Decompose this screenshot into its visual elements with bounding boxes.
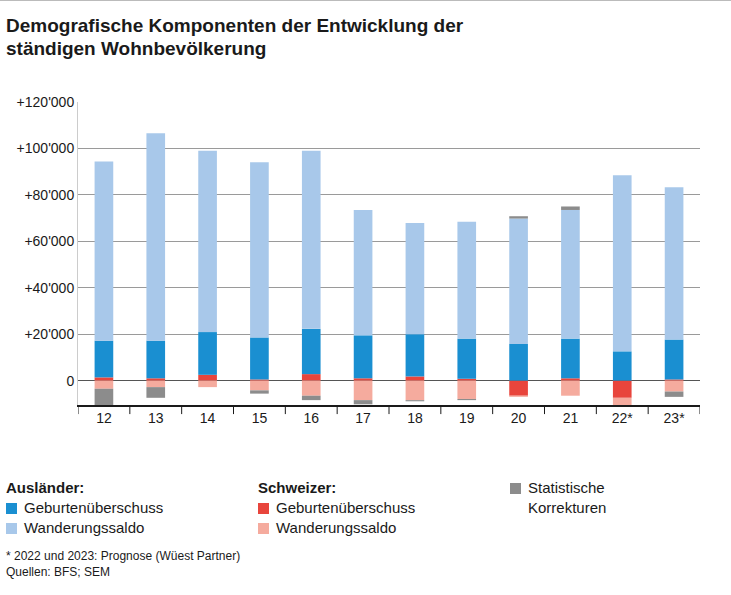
html-text:Statistische Korrekturen: Statistische Korrekturen (528, 479, 607, 516)
svg-text:+60'000: +60'000 (24, 233, 74, 249)
html-text:Wanderungssaldo: Wanderungssaldo (276, 519, 397, 536)
svg-text:23*: 23* (664, 410, 686, 426)
html-text:* 2022 und 2023: Prognose (Wüe: * 2022 und 2023: Prognose (Wüest Partner… (6, 549, 241, 563)
html-text:Geburtenüberschuss: Geburtenüberschuss (276, 499, 416, 516)
svg-text:+120'000: +120'000 (17, 94, 75, 110)
svg-text:20: 20 (511, 410, 527, 426)
html-text:Wanderungssaldo: Wanderungssaldo (24, 519, 145, 536)
svg-text:18: 18 (407, 410, 423, 426)
svg-text:15: 15 (252, 410, 268, 426)
html-text:Ausländer:: Ausländer: (6, 479, 85, 496)
svg-text:16: 16 (303, 410, 319, 426)
svg-text:14: 14 (200, 410, 216, 426)
svg-text:12: 12 (96, 410, 112, 426)
svg-text:21: 21 (563, 410, 579, 426)
html-text:Quellen: BFS; SEM: Quellen: BFS; SEM (6, 565, 110, 579)
svg-text:19: 19 (459, 410, 475, 426)
svg-text:+20'000: +20'000 (24, 326, 74, 342)
svg-text:+100'000: +100'000 (17, 140, 75, 156)
svg-text:0: 0 (66, 373, 74, 389)
html-text:Schweizer:: Schweizer: (258, 479, 337, 496)
html-text:Geburtenüberschuss: Geburtenüberschuss (24, 499, 164, 516)
svg-text:13: 13 (148, 410, 164, 426)
svg-text:22*: 22* (612, 410, 634, 426)
html-text:Demografische Komponenten der: Demografische Komponenten der Entwicklun… (6, 15, 464, 59)
svg-text:+80'000: +80'000 (24, 187, 74, 203)
svg-text:+40'000: +40'000 (24, 280, 74, 296)
svg-text:17: 17 (355, 410, 371, 426)
